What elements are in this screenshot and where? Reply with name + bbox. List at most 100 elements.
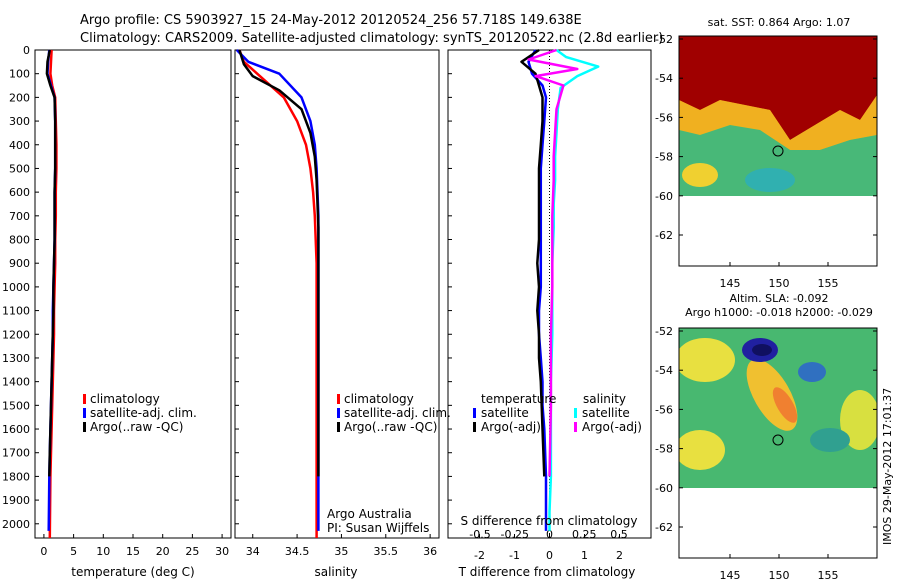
map-x-tick-label: 155 [818,569,839,580]
sst-cool-region [679,125,877,196]
map-y-tick-label: -56 [655,403,673,416]
temperature-panel-frame [34,49,232,539]
sla-yellow-ridge-1 [679,338,735,382]
difference-s-tick-label: 0 [546,528,553,541]
depth-tick-label: 400 [9,139,30,152]
depth-tick-label: 100 [9,68,30,81]
temperature-legend: climatology satellite-adj. clim. Argo(..… [83,392,197,434]
salinity-xlabel: salinity [314,565,357,579]
temperature-x-tick-label: 30 [215,545,229,558]
sst-warm-patch [682,163,718,187]
map-x-tick-label: 145 [720,277,741,290]
difference-xlabel: T difference from climatology [458,565,636,579]
sla-orange-ridge [772,387,798,423]
depth-tick-label: 300 [9,115,30,128]
depth-tick-label: 900 [9,257,30,270]
difference-t-tick-label: 2 [616,549,623,562]
salinity-legend-argo: Argo(..raw -QC) [344,420,437,434]
credit-line2: PI: Susan Wijffels [327,521,429,535]
legend-temperature-satellite: satellite [481,406,529,420]
temperature-xlabel: temperature (deg C) [71,565,194,579]
difference-t-tick-label: 1 [581,549,588,562]
side-stamp: IMOS 29-May-2012 17:01:37 [881,388,894,545]
legend-salinity-title: salinity [583,392,626,406]
salinity-legend-satellite: satellite-adj. clim. [344,406,451,420]
map-y-tick-label: -52 [655,325,673,338]
legend-salinity-swatch-argo [574,422,577,432]
depth-tick-label: 1200 [2,328,30,341]
figure-title-line1: Argo profile: CS 5903927_15 24-May-2012 … [80,13,582,28]
salinity-x-tick-label: 34 [246,545,260,558]
depth-tick-label: 200 [9,91,30,104]
map-y-tick-label: -60 [655,190,673,203]
legend-salinity-swatch-satellite [574,408,577,418]
difference-x-ticks: -2 -1 0 1 2 -0.5 -0.25 0 0.25 0.5 [469,528,628,562]
salinity-x-tick-label: 34.5 [285,545,310,558]
depth-tick-label: 800 [9,234,30,247]
sla-teal-patch [810,428,850,452]
legend-temperature-swatch-satellite [473,408,476,418]
temperature-series [45,49,58,539]
map-x-tick-label: 145 [720,569,741,580]
sla-y-ticks: -52 -54 -56 -58 -60 -62 [655,325,877,534]
salinity-x-tick-label: 35.5 [374,545,399,558]
salinity-x-tick-label: 36 [423,545,437,558]
difference-s-tick-label: -0.25 [501,528,529,541]
sla-low-east [798,362,826,382]
map-x-tick-label: 150 [769,277,790,290]
depth-tick-label: 1600 [2,423,30,436]
sst-float-marker [772,145,784,157]
depth-axis: 0 100 200 300 400 500 600 700 800 900 1000 1100 1200… [2,44,452,531]
depth-tick-label: 500 [9,162,30,175]
depth-tick-label: 1900 [2,494,30,507]
temperature-legend-satellite: satellite-adj. clim. [90,406,197,420]
map-y-tick-label: -62 [655,229,673,242]
depth-tick-label: 1400 [2,376,30,389]
sla-map-frame [678,327,878,559]
sst-x-ticks: 145 150 155 [720,262,839,290]
sst-yellow-band [679,95,877,150]
sla-yellow-ridge-4 [679,430,725,470]
series-line-salinity-argo-adj- [527,48,579,477]
legend-salinity-satellite: satellite [582,406,630,420]
difference-t-tick-label: 0 [546,549,553,562]
map-y-tick-label: -58 [655,443,673,456]
sla-map-title1: Altim. SLA: -0.092 [729,292,828,305]
map-x-tick-label: 150 [769,569,790,580]
temperature-x-tick-label: 15 [126,545,140,558]
sst-map-title: sat. SST: 0.864 Argo: 1.07 [708,16,851,29]
difference-legend: temperature satellite Argo(-adj) salinit… [473,392,642,434]
difference-s-tick-label: 0.25 [572,528,597,541]
temperature-legend-swatch-argo [83,422,86,432]
temperature-x-tick-label: 10 [96,545,110,558]
salinity-series [235,49,320,538]
sla-yellow-ridge-3 [840,390,877,450]
sst-map-frame [678,35,878,267]
legend-temperature-title: temperature [481,392,556,406]
sla-float-marker [772,434,784,446]
sst-y-ticks: -52 -54 -56 -58 -60 -62 [655,33,877,242]
temperature-legend-swatch-satellite [83,408,86,418]
map-y-tick-label: -54 [655,72,673,85]
map-y-tick-label: -52 [655,33,673,46]
depth-tick-label: 2000 [2,518,30,531]
temperature-legend-climatology: climatology [90,392,160,406]
salinity-legend-climatology: climatology [344,392,414,406]
difference-s-tick-label: 0.5 [610,528,628,541]
depth-tick-label: 1800 [2,470,30,483]
sla-map-title2: Argo h1000: -0.018 h2000: -0.029 [685,306,873,319]
difference-top-label: S difference from climatology [461,514,638,528]
salinity-x-tick-label: 35 [334,545,348,558]
salinity-panel-frame [234,49,440,539]
credit-line1: Argo Australia [327,507,412,521]
map-y-tick-label: -56 [655,111,673,124]
sla-map [679,328,877,488]
salinity-legend: climatology satellite-adj. clim. Argo(..… [337,392,451,434]
sla-x-ticks: 145 150 155 [720,554,839,580]
figure-title-line2: Climatology: CARS2009. Satellite-adjuste… [80,31,663,46]
depth-tick-label: 1100 [2,305,30,318]
series-line-argo-raw-qc- [45,49,57,477]
series-line-temperature-argo-adj- [520,48,546,477]
sst-map [679,36,877,196]
